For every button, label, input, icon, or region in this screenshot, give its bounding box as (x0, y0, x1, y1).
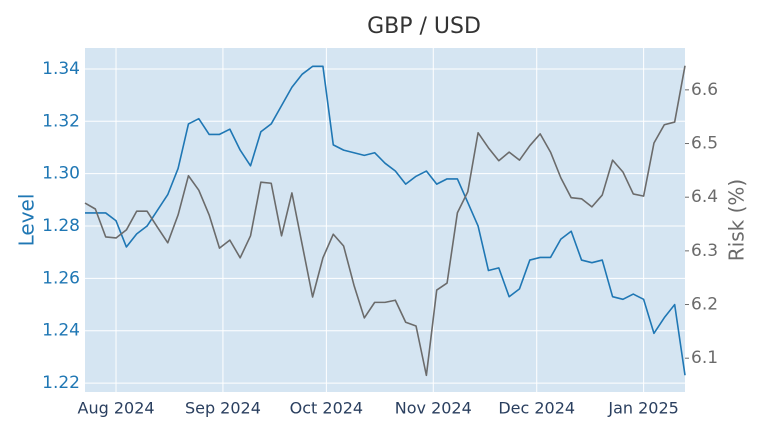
y-tick-label: 1.32 (42, 111, 80, 131)
x-tick-label: Nov 2024 (395, 399, 472, 418)
y2-tick-label: 6.4 (691, 187, 718, 207)
y2-tick-label: 6.1 (691, 348, 718, 368)
x-tick-label: Sep 2024 (185, 399, 261, 418)
x-tick-label: Jan 2025 (607, 399, 678, 418)
y2-axis-title: Risk (%) (725, 179, 749, 261)
y-tick-label: 1.30 (42, 164, 80, 184)
series-line (85, 65, 686, 376)
y2-tick-label: 6.6 (691, 80, 718, 100)
y-tick-label: 1.26 (42, 268, 80, 288)
grid (85, 48, 685, 392)
y2-tick-label: 6.5 (691, 134, 718, 154)
lines (84, 65, 686, 377)
y-tick-label: 1.22 (42, 373, 80, 393)
plot-area (85, 48, 685, 392)
x-tick-label: Aug 2024 (78, 399, 155, 418)
y2-tick-label: 6.2 (691, 295, 718, 315)
y-tick-label: 1.24 (42, 321, 80, 341)
labels: Aug 2024 Sep 2024 Oct 2024 Nov 2024 Dec 2024… (42, 59, 718, 418)
x-tick-label: Oct 2024 (290, 399, 363, 418)
x-tick-label: Dec 2024 (498, 399, 575, 418)
chart-title: GBP / USD (367, 14, 481, 39)
y-axis-title: Level (15, 194, 39, 247)
y-tick-label: 1.34 (42, 59, 80, 79)
y-tick-label: 1.28 (42, 216, 80, 236)
y2-tick-label: 6.3 (691, 241, 718, 261)
series-line (84, 65, 686, 377)
